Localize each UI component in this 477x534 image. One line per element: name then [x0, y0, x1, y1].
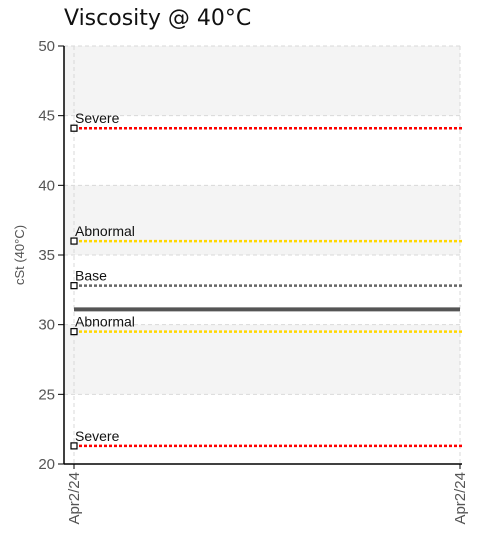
x-tick-label: Apr2/24 — [66, 472, 83, 525]
limit-label: Severe — [75, 428, 120, 444]
limit-label: Abnormal — [75, 223, 135, 239]
y-axis-title: cSt (40°C) — [12, 225, 27, 285]
y-tick-label: 40 — [38, 177, 55, 194]
limit-marker — [70, 237, 78, 245]
y-tick-label: 25 — [38, 386, 55, 403]
y-tick-label: 20 — [38, 456, 55, 473]
y-tick-label: 45 — [38, 108, 55, 125]
limit-marker — [70, 124, 78, 132]
chart-title: Viscosity @ 40°C — [64, 6, 252, 31]
y-tick-label: 50 — [38, 38, 55, 55]
background-band — [64, 324, 460, 395]
limit-label: Abnormal — [75, 314, 135, 330]
grid-lines — [64, 45, 461, 464]
limit-label: Base — [75, 268, 107, 284]
axes: 20 25 30 35 40 45 50 Apr2/24 Apr2/24 cSt (40°C) — [12, 38, 469, 525]
x-tick-label: Apr2/24 — [452, 472, 469, 525]
background-bands — [64, 46, 460, 395]
limit-labels: Severe Abnormal Base Abnormal Severe — [70, 110, 135, 450]
limit-marker — [70, 442, 78, 450]
limit-lines — [74, 126, 462, 448]
limit-marker — [70, 328, 78, 336]
y-tick-label: 35 — [38, 247, 55, 264]
background-band — [64, 185, 460, 255]
limit-marker — [70, 282, 78, 290]
limit-label: Severe — [75, 110, 120, 126]
background-band — [64, 46, 460, 116]
y-tick-label: 30 — [38, 317, 55, 334]
